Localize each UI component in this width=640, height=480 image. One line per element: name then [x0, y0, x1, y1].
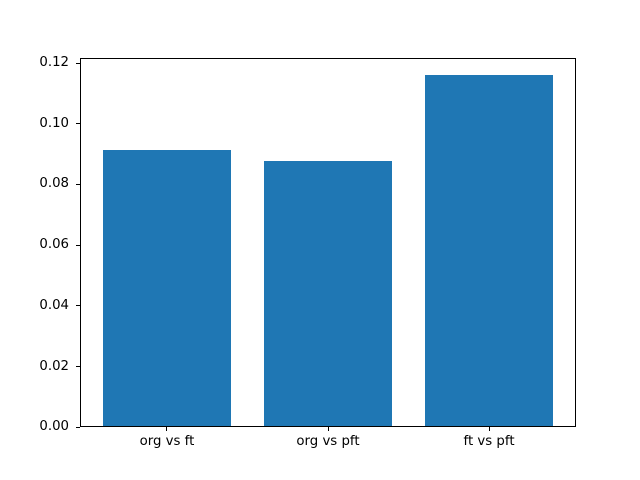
y-tick-label: 0.04 — [39, 297, 69, 313]
y-tick-label: 0.06 — [39, 237, 69, 253]
y-tick-label: 0.02 — [39, 358, 69, 374]
y-tick-label: 0.00 — [39, 419, 69, 435]
x-tick-label: org vs pft — [296, 434, 360, 450]
bar-org-vs-pft — [263, 161, 393, 427]
x-tick-label: ft vs pft — [463, 434, 515, 450]
x-tick-mark — [327, 427, 329, 432]
y-tick-mark — [76, 305, 80, 307]
y-tick-mark — [76, 123, 80, 125]
y-tick-mark — [76, 244, 80, 246]
x-tick-label: org vs ft — [139, 434, 195, 450]
x-tick-mark — [488, 427, 490, 432]
y-tick-mark — [76, 426, 80, 428]
bar-ft-vs-pft — [424, 75, 554, 427]
bar-org-vs-ft — [102, 149, 232, 427]
y-tick-label: 0.10 — [39, 115, 69, 131]
x-tick-mark — [166, 427, 168, 432]
y-tick-label: 0.12 — [39, 55, 69, 71]
y-tick-label: 0.08 — [39, 176, 69, 192]
y-tick-mark — [76, 366, 80, 367]
y-tick-mark — [76, 62, 80, 64]
y-tick-mark — [76, 183, 80, 185]
